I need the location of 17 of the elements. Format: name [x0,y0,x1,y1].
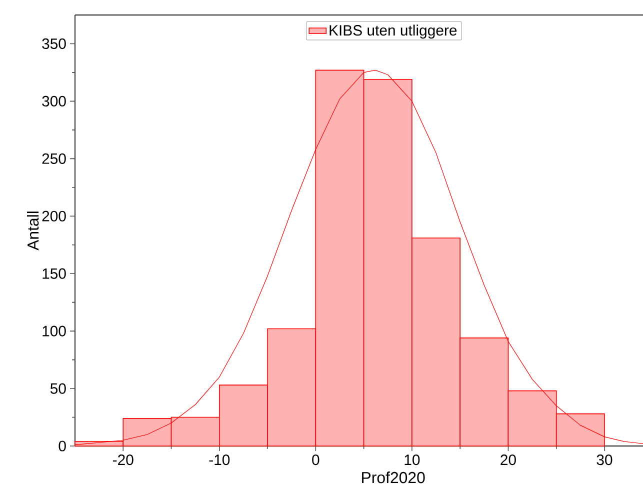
y-tick-label: 350 [42,38,66,50]
x-axis-title: Prof2020 [362,472,425,484]
y-tick-label: 100 [42,326,66,336]
y-tick-label: 300 [42,96,66,106]
y-tick-label: 50 [50,383,66,394]
x-tick-label: -20 [112,454,134,466]
y-tick-label: 250 [42,153,66,164]
legend-label: KIBS uten utliggere [330,24,457,39]
x-tick-label: 10 [404,454,420,466]
x-tick-label: -10 [209,454,230,466]
y-tick-label: 150 [42,268,66,279]
y-tick-label: 0 [58,440,66,452]
y-axis-title: Antall [27,212,39,250]
x-tick-label: 0 [312,454,320,466]
x-tick-label: 20 [500,454,516,466]
x-tick-label: 30 [596,454,612,466]
y-tick-label: 200 [42,210,66,222]
